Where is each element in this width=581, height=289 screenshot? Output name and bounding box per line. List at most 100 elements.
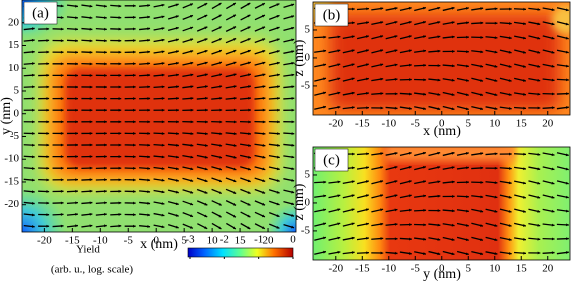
y-tick-label: 20	[8, 16, 20, 28]
heatmap-b	[313, 2, 570, 115]
arrow-head	[551, 106, 555, 110]
arrow-head	[247, 202, 251, 206]
arrow-head	[75, 16, 78, 20]
arrow-head	[337, 180, 341, 184]
arrow-head	[466, 166, 469, 170]
arrow-head	[205, 108, 208, 112]
arrow-head	[451, 21, 455, 25]
arrow-head	[337, 105, 341, 109]
arrow-head	[247, 38, 251, 41]
arrow-head	[132, 50, 136, 54]
arrow-head	[147, 27, 151, 31]
arrow-head	[394, 106, 398, 110]
arrow-head	[204, 226, 208, 229]
x-tick-label: -20	[37, 235, 52, 247]
arrow-head	[262, 132, 266, 136]
arrow-head	[291, 85, 295, 89]
arrow-head	[337, 222, 341, 226]
arrow-head	[46, 166, 50, 170]
arrow-head	[466, 64, 469, 68]
arrow-head	[175, 214, 179, 217]
arrow-head	[233, 191, 237, 194]
arrow-head	[218, 226, 222, 229]
arrow-head	[422, 151, 426, 155]
arrow-head	[75, 178, 78, 182]
arrow-head	[204, 202, 208, 206]
arrow-head	[323, 236, 326, 240]
arrow-head	[437, 35, 441, 39]
x-tick-label: 5	[181, 235, 187, 247]
arrow-head	[451, 64, 455, 68]
arrow-head	[566, 106, 569, 109]
arrow-head	[508, 22, 512, 25]
arrow-head	[451, 238, 455, 241]
arrow-head	[351, 166, 355, 170]
arrow-head	[60, 224, 64, 228]
arrow-head	[380, 21, 384, 24]
arrow-head	[132, 178, 136, 182]
arrow-head	[423, 49, 427, 53]
arrow-head	[104, 50, 107, 54]
arrow-head	[565, 8, 569, 12]
arrow-head	[104, 131, 107, 135]
arrow-head	[248, 120, 252, 124]
arrow-head	[380, 237, 384, 240]
arrow-head	[190, 73, 194, 77]
arrow-head	[147, 108, 151, 112]
arrow-head	[31, 73, 35, 77]
arrow-head	[522, 50, 526, 54]
arrow-head	[366, 21, 369, 25]
arrow-head	[175, 26, 179, 30]
arrow-head	[523, 79, 526, 82]
arrow-head	[262, 120, 266, 124]
arrow-head	[89, 50, 93, 54]
arrow-head	[291, 225, 295, 229]
arrow-head	[565, 64, 569, 68]
arrow-head	[219, 155, 223, 159]
arrow-head	[89, 85, 93, 89]
arrow-head	[408, 180, 412, 183]
x-axis-label: x (nm)	[423, 124, 461, 139]
arrow-head	[175, 178, 179, 182]
arrow-head	[205, 120, 208, 124]
x-tick-label: 0	[439, 263, 445, 275]
arrow-head	[104, 166, 107, 170]
x-tick-label: 15	[516, 263, 528, 275]
arrow-head	[46, 155, 50, 159]
arrow-head	[537, 22, 541, 26]
arrow-head	[219, 73, 223, 77]
arrow-head	[466, 180, 469, 184]
panel-label: (a)	[32, 5, 49, 21]
arrow-head	[147, 155, 151, 159]
arrow-head	[261, 226, 265, 229]
arrow-head	[75, 201, 78, 205]
arrow-head	[565, 36, 569, 40]
arrow-head	[365, 35, 369, 38]
arrow-head	[46, 97, 50, 100]
arrow-head	[523, 22, 526, 26]
arrow-head	[565, 181, 569, 185]
arrow-head	[118, 166, 122, 170]
arrow-head	[118, 85, 122, 89]
arrow-head	[218, 49, 222, 53]
arrow-head	[133, 4, 136, 8]
arrow-head	[365, 208, 369, 212]
arrow-head	[233, 49, 237, 53]
arrow-head	[233, 85, 237, 88]
arrow-head	[248, 108, 252, 112]
arrow-head	[291, 15, 295, 18]
arrow-head	[494, 7, 498, 11]
arrow-head	[190, 120, 194, 124]
arrow-head	[365, 63, 369, 67]
arrow-head	[551, 153, 555, 157]
arrow-head	[291, 132, 295, 136]
arrow-head	[60, 73, 64, 77]
arrow-head	[133, 213, 136, 217]
arrow-head	[46, 143, 50, 147]
arrow-head	[118, 16, 122, 19]
arrow-head	[494, 152, 498, 156]
arrow-head	[508, 251, 512, 255]
arrow-head	[523, 251, 527, 255]
arrow-head	[261, 3, 265, 6]
arrow-head	[551, 8, 555, 12]
